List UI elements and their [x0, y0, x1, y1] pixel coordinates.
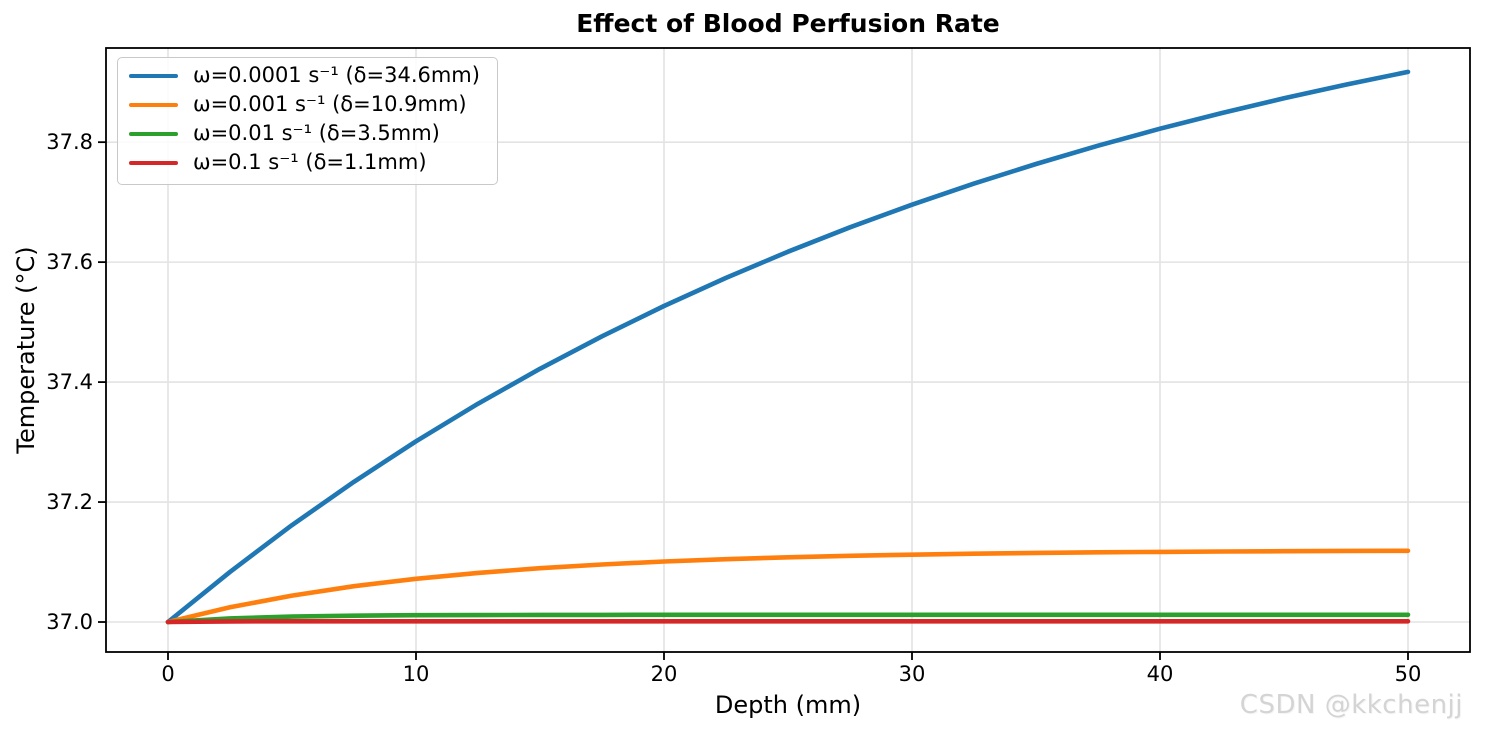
chart-title: Effect of Blood Perfusion Rate: [576, 9, 1000, 38]
legend: ω=0.0001 s⁻¹ (δ=34.6mm) ω=0.001 s⁻¹ (δ=10…: [117, 57, 498, 185]
legend-line-swatch: [129, 131, 178, 136]
plot-border: [105, 47, 1471, 653]
legend-item: ω=0.1 s⁻¹ (δ=1.1mm): [129, 148, 480, 177]
series-line-0: [165, 69, 1411, 625]
x-tick-label: 40: [1147, 662, 1174, 686]
x-axis-label: Depth (mm): [714, 691, 862, 719]
legend-line-swatch: [129, 160, 178, 165]
y-tick-label: 37.0: [46, 610, 93, 634]
series-line-1: [165, 548, 1411, 625]
y-tick-label: 37.4: [46, 370, 93, 394]
legend-line-swatch: [129, 102, 178, 107]
legend-label: ω=0.01 s⁻¹ (δ=3.5mm): [193, 121, 440, 145]
legend-item: ω=0.0001 s⁻¹ (δ=34.6mm): [129, 61, 480, 90]
y-tick-label: 37.2: [46, 490, 93, 514]
legend-label: ω=0.1 s⁻¹ (δ=1.1mm): [193, 150, 427, 174]
y-tick-label: 37.6: [46, 250, 93, 274]
y-tick-label: 37.8: [46, 130, 93, 154]
x-tick-label: 10: [403, 662, 430, 686]
x-tick-label: 50: [1395, 662, 1422, 686]
x-tick-label: 20: [651, 662, 678, 686]
x-tick-label: 30: [899, 662, 926, 686]
x-tick-label: 0: [161, 662, 174, 686]
series-line-3: [165, 618, 1411, 625]
legend-line-swatch: [129, 73, 178, 78]
legend-item: ω=0.001 s⁻¹ (δ=10.9mm): [129, 90, 480, 119]
legend-label: ω=0.001 s⁻¹ (δ=10.9mm): [193, 92, 467, 116]
legend-item: ω=0.01 s⁻¹ (δ=3.5mm): [129, 119, 480, 148]
watermark: CSDN @kkchenjj: [1239, 690, 1463, 720]
y-axis-label: Temperature (°C): [12, 246, 40, 454]
series-line-2: [165, 612, 1411, 625]
legend-label: ω=0.0001 s⁻¹ (δ=34.6mm): [193, 63, 480, 87]
